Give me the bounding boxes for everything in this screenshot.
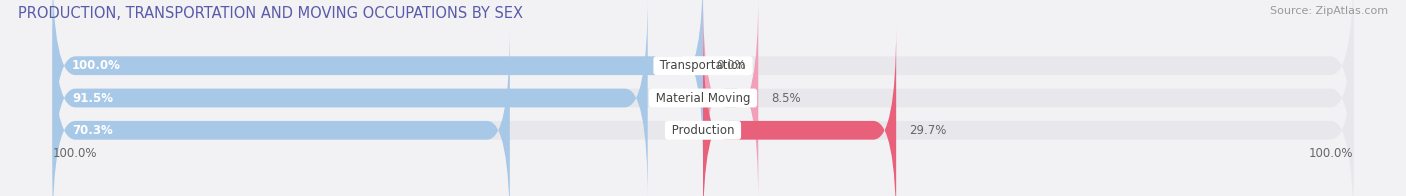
Text: 100.0%: 100.0%: [52, 147, 97, 160]
FancyBboxPatch shape: [52, 0, 1354, 196]
Text: 70.3%: 70.3%: [72, 124, 112, 137]
Text: Transportation: Transportation: [657, 59, 749, 72]
Text: Source: ZipAtlas.com: Source: ZipAtlas.com: [1270, 6, 1388, 16]
Text: 91.5%: 91.5%: [72, 92, 112, 104]
Text: 8.5%: 8.5%: [772, 92, 801, 104]
FancyBboxPatch shape: [703, 27, 896, 196]
Text: 29.7%: 29.7%: [910, 124, 946, 137]
FancyBboxPatch shape: [52, 27, 1354, 196]
Text: 0.0%: 0.0%: [716, 59, 745, 72]
Text: Material Moving: Material Moving: [652, 92, 754, 104]
Text: 100.0%: 100.0%: [72, 59, 121, 72]
FancyBboxPatch shape: [52, 27, 510, 196]
Text: Production: Production: [668, 124, 738, 137]
FancyBboxPatch shape: [52, 0, 648, 196]
Text: 100.0%: 100.0%: [1309, 147, 1354, 160]
FancyBboxPatch shape: [52, 0, 703, 169]
Legend: Male, Female: Male, Female: [638, 192, 768, 196]
Text: PRODUCTION, TRANSPORTATION AND MOVING OCCUPATIONS BY SEX: PRODUCTION, TRANSPORTATION AND MOVING OC…: [18, 6, 523, 21]
FancyBboxPatch shape: [52, 0, 1354, 169]
FancyBboxPatch shape: [703, 0, 758, 196]
